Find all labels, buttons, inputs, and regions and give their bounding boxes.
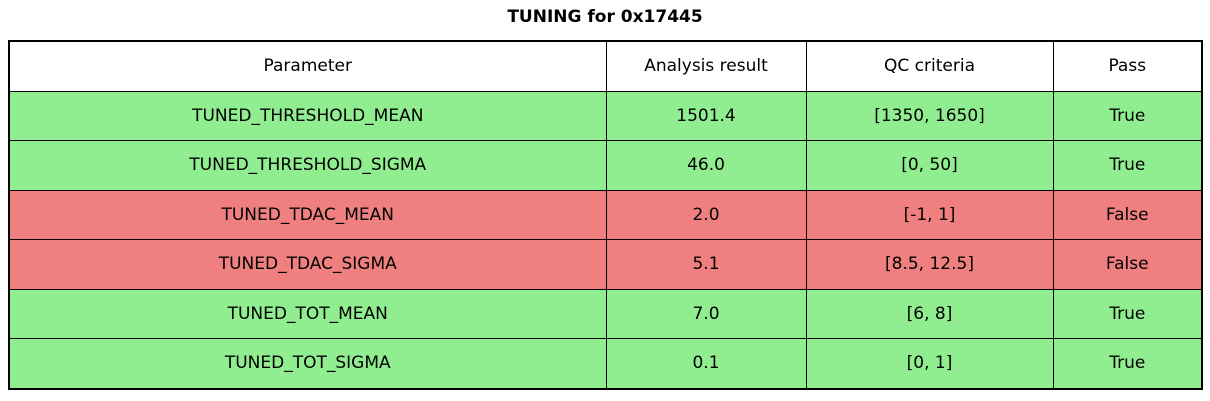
column-header-pass: Pass xyxy=(1052,40,1203,92)
analysis-result-cell: 1501.4 xyxy=(605,90,807,141)
parameter-cell: TUNED_THRESHOLD_SIGMA xyxy=(8,140,607,191)
pass-cell: False xyxy=(1052,189,1203,240)
table-row: TUNED_TOT_SIGMA 0.1 [0, 1] True xyxy=(8,338,1203,389)
parameter-cell: TUNED_THRESHOLD_MEAN xyxy=(8,90,607,141)
table-row: TUNED_THRESHOLD_MEAN 1501.4 [1350, 1650]… xyxy=(8,90,1203,141)
pass-cell: True xyxy=(1052,140,1203,191)
column-header-parameter: Parameter xyxy=(8,40,607,92)
qc-criteria-cell: [-1, 1] xyxy=(805,189,1054,240)
analysis-result-cell: 0.1 xyxy=(605,338,807,389)
table-row: TUNED_TOT_MEAN 7.0 [6, 8] True xyxy=(8,288,1203,339)
column-header-qc-criteria: QC criteria xyxy=(805,40,1054,92)
pass-cell: False xyxy=(1052,239,1203,290)
qc-results-table: Parameter Analysis result QC criteria Pa… xyxy=(8,40,1203,390)
analysis-result-cell: 46.0 xyxy=(605,140,807,191)
qc-criteria-cell: [0, 1] xyxy=(805,338,1054,389)
table-row: TUNED_THRESHOLD_SIGMA 46.0 [0, 50] True xyxy=(8,140,1203,191)
qc-criteria-cell: [1350, 1650] xyxy=(805,90,1054,141)
pass-cell: True xyxy=(1052,338,1203,389)
parameter-cell: TUNED_TDAC_SIGMA xyxy=(8,239,607,290)
parameter-cell: TUNED_TOT_SIGMA xyxy=(8,338,607,389)
qc-criteria-cell: [8.5, 12.5] xyxy=(805,239,1054,290)
table-header-row: Parameter Analysis result QC criteria Pa… xyxy=(8,40,1203,92)
table-row: TUNED_TDAC_SIGMA 5.1 [8.5, 12.5] False xyxy=(8,239,1203,290)
pass-cell: True xyxy=(1052,90,1203,141)
qc-criteria-cell: [6, 8] xyxy=(805,288,1054,339)
analysis-result-cell: 5.1 xyxy=(605,239,807,290)
parameter-cell: TUNED_TDAC_MEAN xyxy=(8,189,607,240)
analysis-result-cell: 7.0 xyxy=(605,288,807,339)
pass-cell: True xyxy=(1052,288,1203,339)
column-header-analysis-result: Analysis result xyxy=(605,40,807,92)
parameter-cell: TUNED_TOT_MEAN xyxy=(8,288,607,339)
table-row: TUNED_TDAC_MEAN 2.0 [-1, 1] False xyxy=(8,189,1203,240)
qc-criteria-cell: [0, 50] xyxy=(805,140,1054,191)
page-title: TUNING for 0x17445 xyxy=(507,7,703,27)
analysis-result-cell: 2.0 xyxy=(605,189,807,240)
